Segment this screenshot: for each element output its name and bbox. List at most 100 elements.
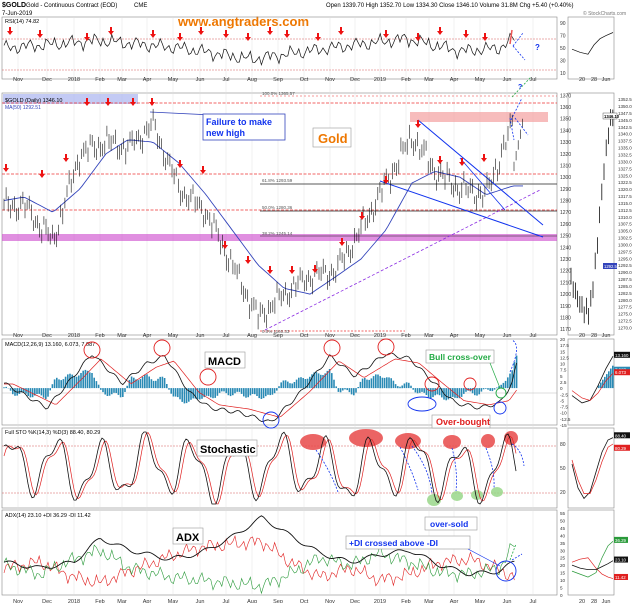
side-adx: [572, 561, 613, 570]
side-price-tick-label: 1310.0: [618, 215, 632, 220]
price-down-arrow: [245, 256, 251, 264]
overbought-text: Over-bought: [436, 417, 490, 427]
macd-histogram-bar: [340, 388, 342, 392]
side-price-tick-label: 1347.5: [618, 111, 632, 116]
side-price-tick-label: 1290.0: [618, 270, 632, 275]
month-label-may: May: [168, 599, 179, 603]
macd-histogram-bar: [417, 388, 419, 393]
macd-histogram-bar: [261, 388, 263, 399]
macd-histogram-bar: [3, 387, 5, 388]
month-label-aug: Aug: [247, 599, 257, 603]
macd-tick-label: 20: [560, 337, 566, 342]
ma-legend: MA(50) 1292.51: [5, 105, 41, 111]
macd-low-circle: [263, 412, 279, 428]
macd-histogram-bar: [478, 388, 480, 394]
macd-histogram-bar: [384, 378, 386, 388]
macd-histogram-bar: [258, 388, 260, 398]
side-price-tick-label: 1327.5: [618, 166, 632, 171]
month-label-may: May: [475, 77, 486, 83]
macd-histogram-bar: [496, 388, 498, 389]
macd-histogram-bar: [489, 388, 491, 391]
macd-tag-text: 13.160: [615, 353, 629, 358]
price-tick-label: 1180: [560, 315, 571, 321]
macd-histogram-bar: [217, 388, 219, 396]
macd-histogram-bar: [276, 388, 278, 391]
macd-histogram-bar: [247, 388, 249, 397]
month-label-dec: Dec: [42, 599, 52, 603]
month-label-mar: Mar: [424, 333, 434, 339]
macd-histogram-bar: [230, 388, 232, 396]
side-price-tick-label: 1337.5: [618, 139, 632, 144]
side-price-tick-label: 1322.5: [618, 180, 632, 185]
macd-histogram-bar: [155, 381, 157, 388]
macd-histogram-bar: [395, 384, 397, 388]
macd-histogram-bar: [423, 388, 425, 393]
rsi-peak-arrow: [510, 30, 512, 44]
rsi-label: RSI(14) 74.82: [5, 19, 39, 25]
price-tick-label: 1310: [560, 163, 571, 169]
macd-histogram-bar: [434, 388, 436, 395]
macd-histogram-bar: [245, 388, 247, 398]
sto-title: Stochastic: [200, 444, 256, 456]
month-label-2018: 2018: [68, 77, 80, 83]
side-price-tick-label: 1307.5: [618, 222, 632, 227]
price-tick-label: 1370: [560, 93, 571, 99]
month-label-nov: Nov: [325, 77, 335, 83]
macd-histogram-bar: [144, 375, 146, 388]
month-label-oct: Oct: [300, 77, 309, 83]
macd-histogram-bar: [371, 378, 373, 388]
macd-tick-label: 5: [560, 374, 563, 379]
month-label-apr: Apr: [450, 333, 459, 339]
price-tick-label: 1300: [560, 175, 571, 181]
rsi-down-arrow: [482, 33, 488, 41]
chart-name: Gold - Continuous Contract (EOD): [26, 3, 117, 9]
macd-histogram-bar: [41, 388, 43, 395]
macd-tick-label: -15: [560, 423, 567, 428]
adx-up-projection: [510, 544, 516, 560]
macd-histogram-bar: [54, 379, 56, 388]
month-label-may: May: [475, 599, 486, 603]
macd-histogram-bar: [166, 384, 168, 388]
adx-tick-label: 0: [560, 593, 563, 598]
side-month-label: 20: [579, 333, 585, 339]
macd-histogram-bar: [186, 388, 188, 403]
rsi-down-arrow: [177, 33, 183, 41]
adx-tick-label: 45: [560, 526, 566, 531]
price-tick-label: 1230: [560, 257, 571, 263]
macd-histogram-bar: [294, 382, 296, 388]
adx-cross-circle: [496, 561, 516, 581]
side-macd-bar: [612, 366, 614, 388]
macd-histogram-bar: [219, 388, 221, 393]
month-label-apr: Apr: [450, 77, 459, 83]
adx-tick-label: 30: [560, 548, 566, 553]
macd-low-circle-2: [494, 402, 506, 414]
macd-histogram-bar: [373, 376, 375, 388]
macd-histogram-bar: [333, 380, 335, 388]
macd-histogram-bar: [351, 388, 353, 394]
macd-tick-label: 12.5: [560, 355, 569, 360]
month-label-jul: Jul: [529, 333, 536, 339]
price-down-arrow: [63, 154, 69, 162]
side-sto-d: [572, 444, 613, 494]
sto-tick-label: 50: [560, 466, 566, 472]
macd-histogram-bar: [69, 374, 71, 389]
sto-label: Full STO %K(14,3) %D(3) 88.40, 80.29: [5, 430, 100, 436]
macd-histogram-bar: [287, 382, 289, 389]
macd-histogram-bar: [274, 388, 276, 393]
macd-tick-label: -12.5: [560, 417, 571, 422]
macd-histogram-bar: [485, 388, 487, 389]
adx-tag-text: 23.10: [615, 558, 627, 563]
macd-histogram-bar: [214, 388, 216, 398]
rsi-down-arrow: [7, 27, 13, 35]
macd-histogram-bar: [228, 388, 230, 395]
macd-label: MACD(12,26,9) 13.160, 6.073, 7.087: [5, 342, 95, 348]
macd-histogram-bar: [331, 373, 333, 388]
bull-cross-text: Bull cross-over: [429, 352, 492, 362]
month-label-jul: Jul: [222, 333, 229, 339]
month-label-oct: Oct: [300, 333, 309, 339]
macd-histogram-bar: [98, 385, 100, 388]
rsi-tick-label: 10: [560, 71, 566, 77]
macd-histogram-bar: [393, 381, 395, 388]
month-label-nov: Nov: [13, 77, 23, 83]
macd-tick-label: -10: [560, 411, 567, 416]
